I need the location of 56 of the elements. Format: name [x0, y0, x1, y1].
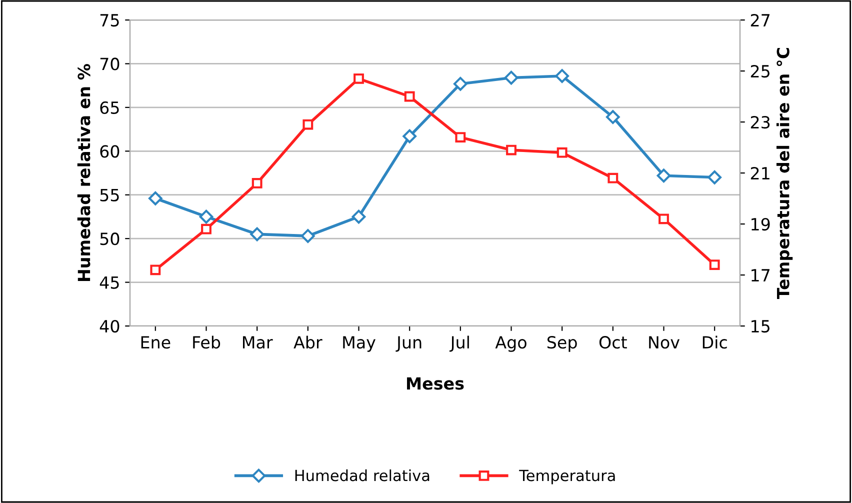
y-tick-label: 45	[100, 276, 119, 289]
point	[201, 224, 212, 234]
y2-tick-label: 19	[752, 218, 770, 231]
x-tick-label: Jul	[450, 336, 469, 352]
point	[404, 91, 415, 102]
y2-tick-label: 21	[750, 166, 770, 180]
x-tick-label: Sep	[547, 336, 577, 352]
x-tick-label: Nov	[649, 336, 680, 349]
point	[504, 70, 518, 85]
point	[455, 132, 466, 143]
point	[148, 191, 162, 206]
y-tick-label: 65	[100, 101, 119, 114]
y2-tick-label: 27	[750, 14, 770, 26]
x-tick-label: Mar	[242, 336, 273, 349]
point	[658, 214, 669, 224]
point	[709, 260, 720, 270]
point	[708, 170, 722, 184]
y-tick-label: 50	[100, 232, 120, 246]
y-tick-label: 40	[100, 320, 120, 333]
point	[402, 129, 417, 144]
point	[354, 73, 364, 84]
legend-label: Temperatura	[519, 470, 615, 484]
x-tick-label: Abr	[294, 336, 322, 349]
x-tick-label: Feb	[193, 336, 220, 349]
point	[150, 264, 161, 276]
y-tick-label: 70	[100, 58, 120, 70]
point	[556, 147, 568, 158]
y2-tick-label: 15	[752, 320, 770, 333]
legend-label: Humedad relativa	[295, 469, 430, 482]
point	[250, 227, 264, 242]
point	[656, 168, 671, 183]
y2-tick-label: 23	[750, 116, 770, 129]
y-tick-label: 60	[100, 145, 120, 158]
x-axis-title: Meses	[407, 377, 464, 390]
point	[608, 172, 618, 184]
point	[506, 144, 516, 156]
x-tick-label: Ago	[495, 336, 526, 352]
y2-tick-label: 17	[752, 269, 770, 282]
point	[453, 76, 468, 91]
y2-tick-label: 25	[750, 64, 770, 78]
point	[606, 110, 620, 124]
y2-axis-title: Temperatura del aire en °C	[776, 48, 793, 300]
point	[302, 119, 314, 130]
point	[252, 178, 262, 188]
point	[300, 229, 315, 243]
point	[352, 210, 366, 224]
x-tick-label: Jun	[396, 336, 422, 352]
y-tick-label: 75	[100, 14, 119, 27]
point	[555, 69, 570, 83]
y-axis-title: Humedad relativa en %	[77, 64, 90, 282]
x-tick-label: Dic	[702, 336, 727, 349]
x-tick-label: Oct	[599, 336, 627, 349]
x-tick-label: May	[343, 336, 376, 352]
x-tick-label: Ene	[141, 336, 170, 349]
point	[199, 210, 214, 224]
y-tick-label: 55	[100, 189, 119, 202]
